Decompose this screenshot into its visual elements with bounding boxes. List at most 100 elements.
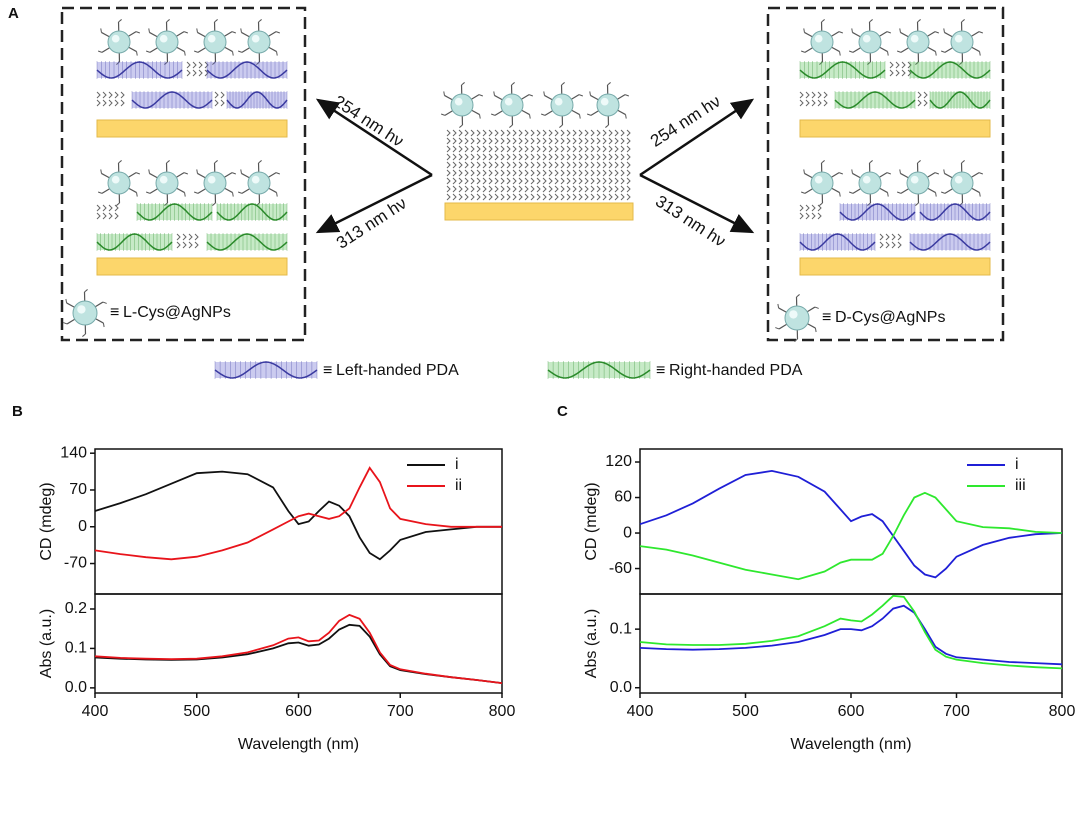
ligand-tip (461, 82, 465, 86)
ligand-tip (490, 113, 496, 116)
chain (602, 153, 607, 161)
chain (530, 161, 535, 169)
chain (476, 193, 481, 201)
chain (614, 145, 619, 153)
chain (614, 169, 619, 177)
data-line (639, 604, 1063, 666)
ligand (101, 172, 110, 179)
ligand (944, 31, 953, 38)
ligand-tip (148, 169, 150, 174)
chain (536, 129, 541, 137)
nanoparticle (596, 93, 620, 117)
chain (554, 177, 559, 185)
chain (542, 145, 547, 153)
legend-label: ii (455, 477, 462, 494)
y-tick-label: 0.2 (65, 600, 87, 617)
chain (626, 161, 631, 169)
chain (488, 177, 493, 185)
ligand-tip (838, 31, 844, 34)
data-line (639, 469, 1063, 579)
ligand-tip (478, 94, 484, 97)
ligand (852, 31, 861, 38)
chain (452, 193, 457, 201)
highlight (251, 34, 260, 43)
y-tick-label: 0 (78, 518, 87, 535)
chain (530, 129, 535, 137)
chain (518, 169, 523, 177)
chain (464, 137, 469, 145)
arrow (639, 173, 755, 234)
chain (542, 185, 547, 193)
ligand-tip (559, 124, 563, 128)
ligand (590, 94, 599, 101)
chain (96, 99, 101, 107)
ligand-tip (479, 114, 481, 119)
chain (470, 161, 475, 169)
chain (626, 129, 631, 137)
chain (470, 137, 475, 145)
chain (530, 169, 535, 177)
ligand-tip (240, 28, 242, 33)
ligand-tip (821, 160, 825, 164)
y-tick-label: 120 (605, 453, 632, 470)
chain (608, 169, 613, 177)
ligand-tip (443, 91, 445, 96)
chain (614, 185, 619, 193)
chain (566, 161, 571, 169)
chain (566, 177, 571, 185)
ligand-tip (940, 50, 946, 53)
nanoparticle (906, 30, 930, 54)
chain (494, 153, 499, 161)
nanoparticle (858, 30, 882, 54)
ligand (927, 46, 936, 53)
ligand (944, 172, 953, 179)
ligand-tip (899, 28, 901, 33)
chain (584, 161, 589, 169)
ligand-tip (978, 172, 984, 175)
chain (518, 185, 523, 193)
chain (566, 145, 571, 153)
chain (500, 185, 505, 193)
chain (204, 69, 209, 77)
ligand (778, 323, 788, 330)
chain (584, 153, 589, 161)
ligand (879, 187, 888, 194)
ligand-tip (940, 191, 946, 194)
panel-label: A (8, 5, 19, 22)
chain (614, 129, 619, 137)
ligand-tip (814, 327, 817, 333)
chain (590, 185, 595, 193)
chain (917, 99, 922, 107)
chain (799, 91, 804, 99)
chain (506, 137, 511, 145)
chain (96, 91, 101, 99)
ligand-tip (586, 113, 592, 116)
equiv-symbol: ≡ (323, 362, 332, 379)
chain (536, 153, 541, 161)
ligand (544, 110, 553, 116)
ligand (197, 188, 206, 194)
chain (799, 99, 804, 107)
chain (602, 129, 607, 137)
chain (464, 169, 469, 177)
x-tick-label: 600 (285, 703, 312, 720)
chain (554, 129, 559, 137)
chain (895, 69, 900, 77)
chain (446, 169, 451, 177)
ligand-tip (961, 160, 965, 164)
ligand-tip (232, 51, 234, 56)
chain (608, 177, 613, 185)
ligand (241, 47, 250, 53)
chain (524, 169, 529, 177)
ligand (831, 31, 840, 37)
dashed-box (60, 6, 307, 342)
chain (596, 129, 601, 137)
chain (198, 61, 203, 69)
chain (596, 177, 601, 185)
ligand (900, 172, 909, 179)
ligand (176, 187, 185, 194)
chain (608, 153, 613, 161)
chain (907, 69, 912, 77)
highlight (814, 175, 823, 184)
chain (566, 193, 571, 201)
